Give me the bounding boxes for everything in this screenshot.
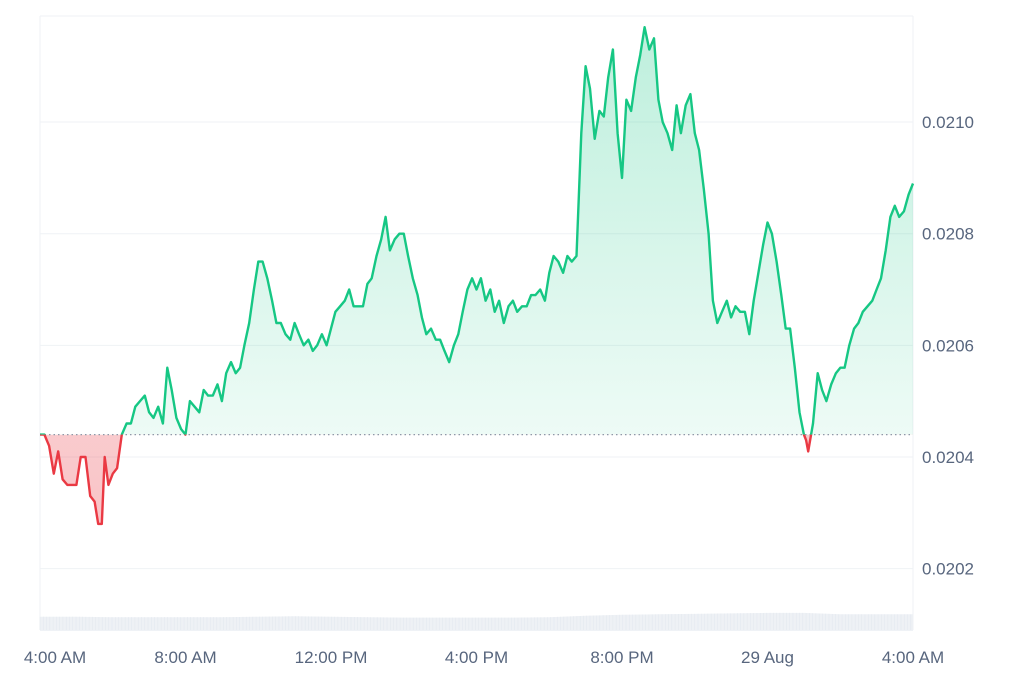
x-tick-label: 12:00 PM bbox=[295, 648, 368, 667]
y-tick-label: 0.0208 bbox=[922, 225, 974, 244]
x-tick-label: 29 Aug bbox=[741, 648, 794, 667]
x-tick-label: 8:00 AM bbox=[154, 648, 216, 667]
y-axis: 0.0202 0.0204 0.0206 0.0208 0.0210 bbox=[922, 113, 974, 579]
y-tick-label: 0.0202 bbox=[922, 560, 974, 579]
price-line-up bbox=[40, 26, 915, 435]
volume-area bbox=[39, 612, 913, 630]
y-tick-label: 0.0204 bbox=[922, 448, 974, 467]
x-axis: 4:00 AM 8:00 AM 12:00 PM 4:00 PM 8:00 PM 29 A… bbox=[24, 648, 944, 667]
price-line-down bbox=[40, 434, 813, 526]
price-area-fill bbox=[40, 27, 913, 524]
y-tick-label: 0.0206 bbox=[922, 336, 974, 355]
x-tick-label: 4:00 AM bbox=[24, 648, 86, 667]
y-tick-label: 0.0210 bbox=[922, 113, 974, 132]
x-tick-label: 4:00 AM bbox=[882, 648, 944, 667]
price-line bbox=[40, 26, 915, 526]
area-above-baseline bbox=[40, 27, 913, 435]
x-tick-label: 4:00 PM bbox=[445, 648, 508, 667]
x-tick-label: 8:00 PM bbox=[590, 648, 653, 667]
area-below-baseline bbox=[44, 434, 812, 524]
